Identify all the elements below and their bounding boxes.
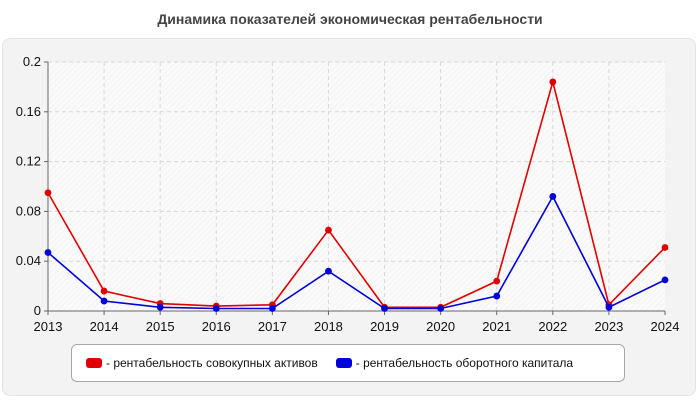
legend-label-assets: - рентабельность совокупных активов: [106, 356, 318, 370]
chart-title: Динамика показателей экономическая рента…: [157, 11, 543, 27]
data-point-1[interactable]: [44, 189, 52, 197]
x-tick-labels: 2013 2014 2015 2016 2017 2018 2019 2020 2021 2022…: [34, 319, 680, 334]
data-point-1[interactable]: [100, 287, 108, 295]
plot-area: [48, 62, 665, 311]
x-tick-label: 2019: [370, 319, 399, 334]
data-point-1[interactable]: [661, 244, 669, 251]
data-point-2[interactable]: [44, 249, 52, 256]
x-tick-label: 2024: [651, 319, 680, 334]
grid: [44, 61, 666, 315]
y-tick-labels: 0 0.04 0.08 0.12 0.16 0.2: [16, 54, 41, 318]
data-point-1[interactable]: [549, 78, 557, 86]
data-point-1[interactable]: [325, 226, 332, 234]
legend-swatch-capital: [335, 358, 352, 368]
x-tick-label: 2014: [90, 319, 119, 334]
data-point-2[interactable]: [268, 305, 276, 312]
series: [44, 78, 669, 312]
x-tick-label: 2018: [314, 319, 343, 334]
data-point-2[interactable]: [381, 305, 388, 312]
data-point-2[interactable]: [605, 303, 613, 311]
y-tick-label: 0.2: [23, 54, 41, 69]
data-point-1[interactable]: [493, 277, 501, 285]
legend: - рентабельность совокупных активов - ре…: [71, 344, 625, 382]
y-tick-label: 0.16: [16, 104, 41, 119]
x-tick-label: 2013: [34, 319, 63, 334]
x-tick-label: 2023: [594, 319, 623, 334]
y-tick-label: 0.08: [16, 203, 41, 218]
x-tick-label: 2016: [202, 319, 231, 334]
data-point-2[interactable]: [493, 292, 501, 300]
legend-item-assets[interactable]: - рентабельность совокупных активов: [86, 356, 318, 370]
x-tick-label: 2021: [482, 319, 511, 334]
x-tick-label: 2017: [258, 319, 287, 334]
x-tick-label: 2020: [426, 319, 455, 334]
series-line-1: [47, 78, 666, 309]
data-point-2[interactable]: [100, 297, 108, 305]
data-point-2[interactable]: [437, 305, 445, 312]
y-tick-label: 0: [34, 303, 41, 318]
data-point-2[interactable]: [212, 305, 220, 312]
data-point-2[interactable]: [156, 303, 164, 311]
legend-swatch-assets: [86, 358, 102, 368]
series-line-2: [47, 194, 666, 310]
data-point-2[interactable]: [549, 193, 557, 200]
x-tick-label: 2022: [538, 319, 567, 334]
legend-label-capital: - рентабельность оборотного капитала: [355, 356, 574, 370]
y-tick-label: 0.12: [16, 154, 41, 169]
y-tick-label: 0.04: [16, 253, 41, 268]
x-tick-label: 2015: [146, 319, 175, 334]
data-point-2[interactable]: [325, 267, 332, 275]
legend-item-capital[interactable]: - рентабельность оборотного капитала: [335, 356, 574, 370]
data-point-2[interactable]: [661, 276, 669, 284]
